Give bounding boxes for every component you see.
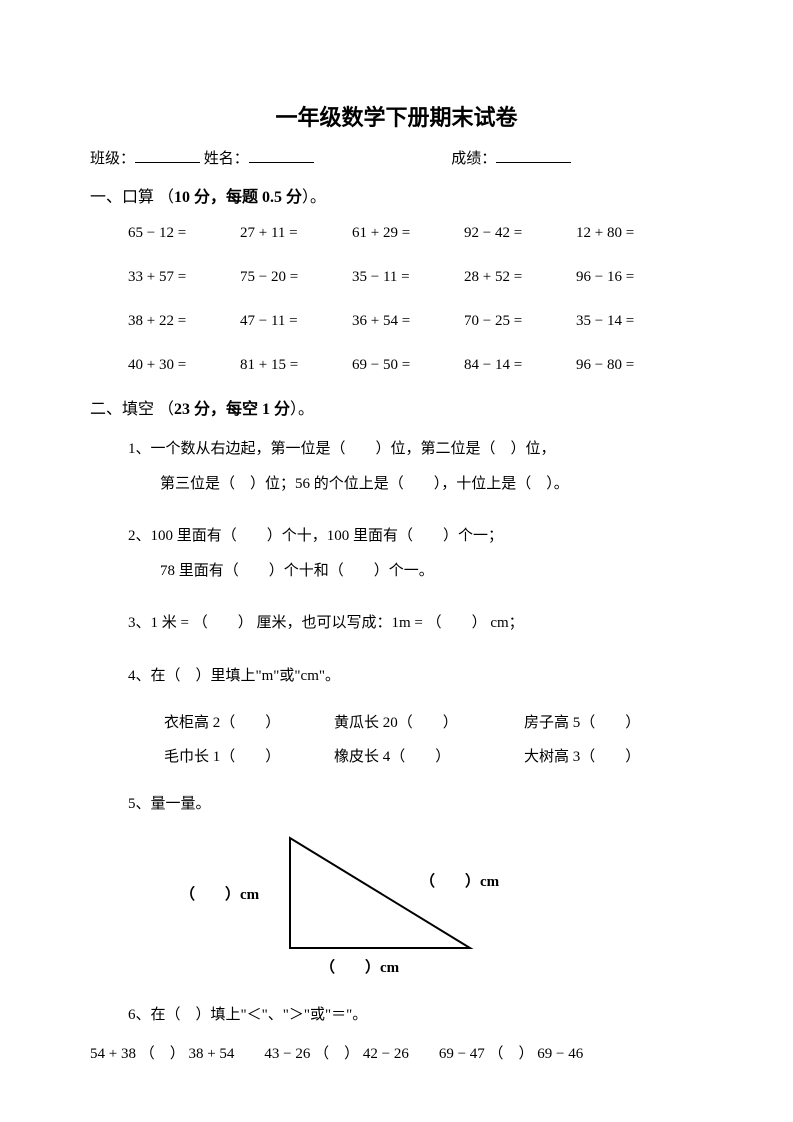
- q4-row2: 毛巾长 1（ ） 橡皮长 4（ ） 大树高 3（ ）: [90, 745, 703, 769]
- section1-suffix: ）。: [302, 189, 326, 206]
- triangle-diagram: （ ）cm （ ）cm （ ）cm: [190, 828, 703, 988]
- section1-header: 一、口算 （10 分，每题 0.5 分）。: [90, 185, 703, 211]
- q2-line1: 2、100 里面有（ ）个十，100 里面有（ ）个一；: [128, 519, 703, 554]
- class-blank[interactable]: [135, 148, 200, 163]
- score-label: 成绩：: [451, 151, 496, 167]
- section1-prefix: 一、口算 （: [90, 189, 174, 206]
- measure-cell: 大树高 3（ ）: [524, 745, 674, 769]
- calc-cell: 12 + 80 =: [576, 221, 688, 245]
- calc-cell: 47 − 11 =: [240, 309, 352, 333]
- question-1: 1、一个数从右边起，第一位是（ ）位，第二位是（ ）位， 第三位是（ ）位；56…: [90, 432, 703, 501]
- q2-line2: 78 里面有（ ）个十和（ ）个一。: [128, 554, 703, 589]
- measure-cell: 黄瓜长 20（ ）: [334, 711, 524, 735]
- question-5: 5、量一量。: [90, 787, 703, 822]
- score-blank[interactable]: [496, 148, 571, 163]
- calc-row: 40 + 30 = 81 + 15 = 69 − 50 = 84 − 14 = …: [128, 353, 703, 377]
- section2-header: 二、填空 （23 分，每空 1 分）。: [90, 397, 703, 423]
- measure-cell: 毛巾长 1（ ）: [164, 745, 334, 769]
- calc-cell: 36 + 54 =: [352, 309, 464, 333]
- measure-cell: 橡皮长 4（ ）: [334, 745, 524, 769]
- calc-row: 33 + 57 = 75 − 20 = 35 − 11 = 28 + 52 = …: [128, 265, 703, 289]
- class-label: 班级：: [90, 151, 135, 167]
- section2-suffix: ）。: [290, 401, 314, 418]
- q1-line2: 第三位是（ ）位；56 的个位上是（ ），十位上是（ ）。: [128, 467, 703, 502]
- q1-line1: 1、一个数从右边起，第一位是（ ）位，第二位是（ ）位，: [128, 432, 703, 467]
- calc-cell: 33 + 57 =: [128, 265, 240, 289]
- question-4: 4、在（ ）里填上"m"或"cm"。: [90, 659, 703, 694]
- question-2: 2、100 里面有（ ）个十，100 里面有（ ）个一； 78 里面有（ ）个十…: [90, 519, 703, 588]
- calc-cell: 75 − 20 =: [240, 265, 352, 289]
- section1-bold: 10 分，每题 0.5 分: [174, 189, 302, 206]
- calc-cell: 96 − 80 =: [576, 353, 688, 377]
- name-label: 姓名：: [204, 151, 249, 167]
- calc-cell: 38 + 22 =: [128, 309, 240, 333]
- calc-cell: 69 − 50 =: [352, 353, 464, 377]
- triangle-label-bottom: （ ）cm: [320, 956, 399, 980]
- calc-cell: 40 + 30 =: [128, 353, 240, 377]
- measure-cell: 衣柜高 2（ ）: [164, 711, 334, 735]
- calc-cell: 61 + 29 =: [352, 221, 464, 245]
- triangle-label-left: （ ）cm: [180, 883, 259, 907]
- student-info-line: 班级： 姓名： 成绩：: [90, 147, 703, 171]
- page-title: 一年级数学下册期末试卷: [90, 100, 703, 135]
- question-6: 6、在（ ）填上"＜"、"＞"或"＝"。: [90, 998, 703, 1033]
- calc-cell: 81 + 15 =: [240, 353, 352, 377]
- calc-cell: 35 − 14 =: [576, 309, 688, 333]
- calc-grid: 65 − 12 = 27 + 11 = 61 + 29 = 92 − 42 = …: [90, 221, 703, 377]
- calc-cell: 70 − 25 =: [464, 309, 576, 333]
- calc-row: 38 + 22 = 47 − 11 = 36 + 54 = 70 − 25 = …: [128, 309, 703, 333]
- calc-cell: 35 − 11 =: [352, 265, 464, 289]
- q4-header: 4、在（ ）里填上"m"或"cm"。: [128, 659, 703, 694]
- calc-cell: 96 − 16 =: [576, 265, 688, 289]
- q6-items: 54 + 38 （ ） 38 + 54 43 − 26 （ ） 42 − 26 …: [90, 1042, 703, 1066]
- calc-cell: 27 + 11 =: [240, 221, 352, 245]
- question-3: 3、1 米 = （ ） 厘米，也可以写成：1m = （ ） cm；: [90, 606, 703, 641]
- calc-row: 65 − 12 = 27 + 11 = 61 + 29 = 92 − 42 = …: [128, 221, 703, 245]
- section2-prefix: 二、填空 （: [90, 401, 174, 418]
- section2-bold: 23 分，每空 1 分: [174, 401, 290, 418]
- measure-cell: 房子高 5（ ）: [524, 711, 674, 735]
- calc-cell: 28 + 52 =: [464, 265, 576, 289]
- calc-cell: 84 − 14 =: [464, 353, 576, 377]
- name-blank[interactable]: [249, 148, 314, 163]
- calc-cell: 92 − 42 =: [464, 221, 576, 245]
- triangle-label-right: （ ）cm: [420, 870, 499, 894]
- calc-cell: 65 − 12 =: [128, 221, 240, 245]
- q4-row1: 衣柜高 2（ ） 黄瓜长 20（ ） 房子高 5（ ）: [90, 711, 703, 735]
